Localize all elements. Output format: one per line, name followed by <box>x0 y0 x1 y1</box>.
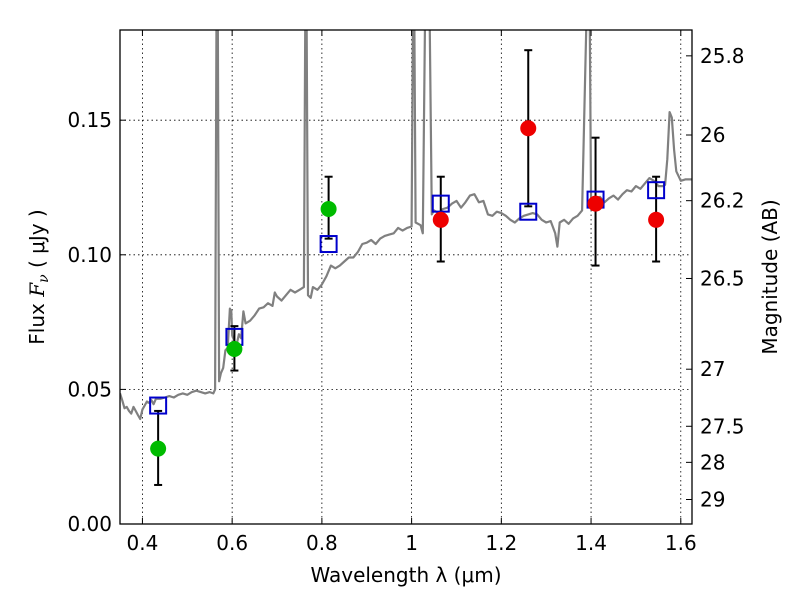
y2-tick-label: 28 <box>700 450 725 474</box>
model-point <box>519 202 538 221</box>
observed-point <box>226 341 243 358</box>
y-axis-title: Flux Fν ( μJy ) <box>25 209 52 344</box>
y2-tick-label: 26.5 <box>700 266 745 290</box>
observed-point <box>520 120 537 137</box>
observed-point <box>432 211 449 228</box>
y2-axis-title: Magnitude (AB) <box>758 199 782 354</box>
observed-point <box>150 440 167 457</box>
y-tick-label: 0.15 <box>67 108 112 132</box>
x-tick-label: 0.8 <box>306 531 338 555</box>
x-axis-title: Wavelength λ (μm) <box>310 563 501 587</box>
observed-point <box>648 211 665 228</box>
x-tick-label: 1.6 <box>665 531 697 555</box>
x-tick-label: 0.4 <box>127 531 159 555</box>
x-tick-label: 0.6 <box>216 531 248 555</box>
plot-frame <box>119 29 693 525</box>
grid-lines <box>120 30 692 524</box>
observed-point <box>320 201 337 218</box>
y2-tick-label: 26.2 <box>700 189 745 213</box>
model-point <box>647 181 666 200</box>
x-tick-label: 1.4 <box>575 531 607 555</box>
x-tick-label: 1 <box>405 531 418 555</box>
y2-tick-label: 27.5 <box>700 414 745 438</box>
model-photometry-markers <box>149 181 666 415</box>
model-point <box>149 396 168 415</box>
y-tick-label: 0.00 <box>67 512 112 536</box>
y2-tick-label: 29 <box>700 488 725 512</box>
y2-tick-label: 26 <box>700 123 725 147</box>
y2-tick-label: 25.8 <box>700 44 745 68</box>
model-point <box>319 235 338 254</box>
model-point <box>431 194 450 213</box>
axes: 0.4 0.6 0.8 1 1.2 1.4 1.6 0.00 0.05 0.10 0.15 25.8 2… <box>67 30 745 555</box>
y-tick-label: 0.05 <box>67 377 112 401</box>
observed-photometry-markers <box>150 120 665 457</box>
y-tick-label: 0.10 <box>67 243 112 267</box>
plot-area <box>120 30 692 486</box>
y2-tick-label: 27 <box>700 357 725 381</box>
x-tick-label: 1.2 <box>485 531 517 555</box>
template-spectrum-line <box>120 30 692 421</box>
observed-point <box>587 195 604 212</box>
